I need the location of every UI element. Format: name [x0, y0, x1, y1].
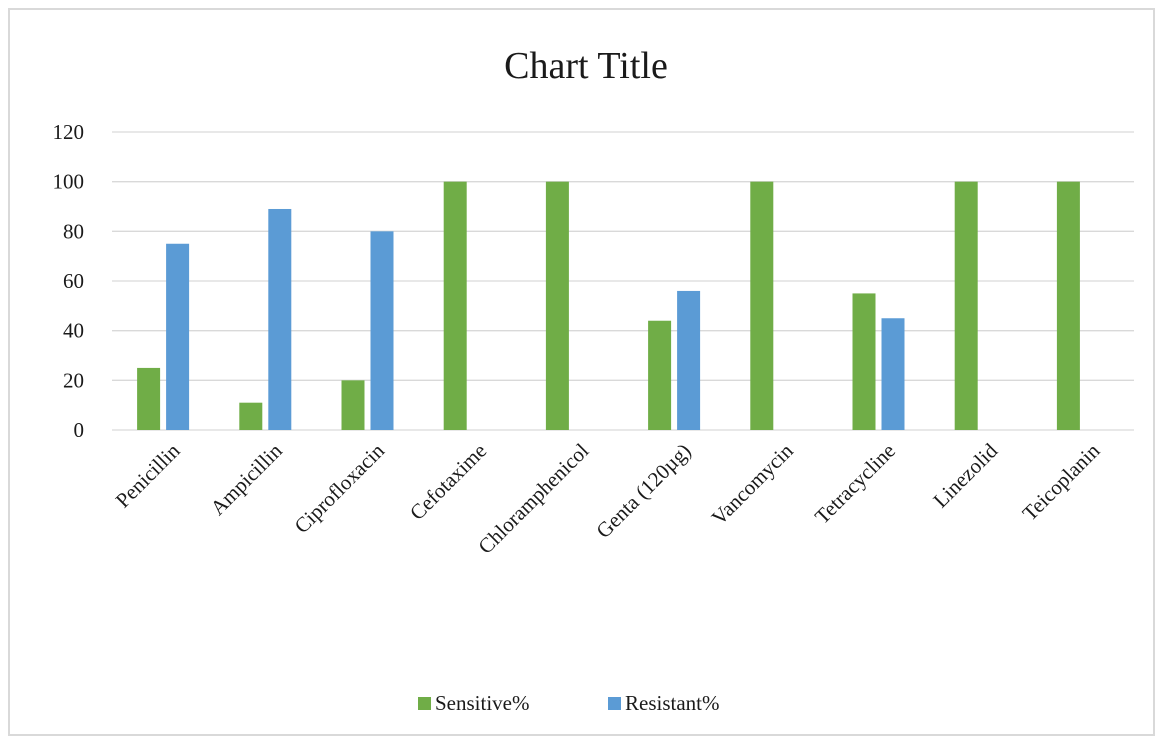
y-tick-label: 60: [63, 269, 84, 293]
chart-title: Chart Title: [504, 45, 668, 87]
y-tick-label: 40: [63, 319, 84, 343]
bar-resistant: [677, 290, 701, 430]
bar-resistant: [166, 243, 190, 430]
y-axis-ticks: 0 20 40 60 80 100 120: [53, 120, 85, 442]
bar-resistant: [370, 231, 394, 430]
x-tick-label: Ciprofloxacin: [290, 438, 390, 538]
y-tick-label: 120: [53, 120, 85, 144]
bar-sensitive: [137, 367, 161, 430]
bar-sensitive: [443, 181, 467, 430]
bar-sensitive: [545, 181, 569, 430]
bars: [137, 181, 1080, 430]
x-tick-label: Teicoplanin: [1018, 438, 1105, 525]
gridlines: [112, 131, 1134, 431]
bar-resistant: [881, 318, 905, 430]
legend-swatch: [608, 697, 621, 710]
bar-sensitive: [239, 402, 263, 430]
x-axis-ticks: Penicillin Ampicillin Ciprofloxacin Cefotax…: [111, 438, 1105, 558]
legend-label: Resistant%: [625, 691, 720, 715]
x-tick-label: Tetracycline: [810, 439, 900, 529]
legend-swatch: [418, 697, 431, 710]
y-tick-label: 100: [53, 170, 85, 194]
y-tick-label: 80: [63, 219, 84, 243]
x-tick-label: Cefotaxime: [405, 439, 491, 525]
y-tick-label: 0: [74, 418, 85, 442]
legend: Sensitive% Resistant%: [418, 691, 720, 715]
bar-sensitive: [341, 380, 365, 430]
bar-sensitive: [852, 293, 876, 430]
x-tick-label: Vancomycin: [707, 438, 799, 530]
bar-sensitive: [750, 181, 774, 430]
bar-resistant: [268, 208, 292, 430]
y-tick-label: 20: [63, 368, 84, 392]
bar-sensitive: [648, 320, 672, 430]
legend-label: Sensitive%: [435, 691, 530, 715]
x-tick-label: Genta (120µg): [591, 439, 695, 543]
x-tick-label: Linezolid: [928, 438, 1002, 512]
x-tick-label: Ampicillin: [206, 438, 288, 520]
x-tick-label: Chloramphenicol: [473, 438, 593, 558]
bar-sensitive: [954, 181, 978, 430]
x-tick-label: Penicillin: [111, 438, 185, 512]
bar-sensitive: [1056, 181, 1080, 430]
